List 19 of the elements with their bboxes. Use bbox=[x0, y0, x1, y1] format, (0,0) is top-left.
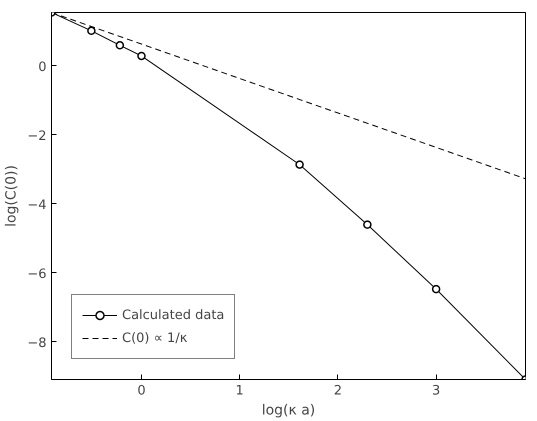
y-tick-label: 0 bbox=[38, 60, 47, 75]
point bbox=[87, 26, 96, 36]
point bbox=[295, 160, 304, 169]
y-tick-label: −4 bbox=[27, 198, 47, 213]
x-tick-label: 2 bbox=[334, 384, 342, 398]
x-tick-label: 1 bbox=[236, 384, 244, 398]
x-axis-title: log(κ a) bbox=[262, 402, 316, 418]
legend-label: Calculated data bbox=[122, 308, 224, 322]
x-tick-label: 3 bbox=[432, 384, 440, 398]
y-axis-title: log(C(0)) bbox=[3, 165, 20, 227]
point bbox=[432, 284, 440, 294]
y-tick-label: −8 bbox=[27, 336, 47, 351]
x-tick-label: 0 bbox=[137, 384, 146, 398]
y-tick-label: −6 bbox=[27, 266, 47, 282]
point bbox=[116, 41, 124, 50]
y-tick-label: −2 bbox=[27, 128, 47, 144]
legend-label: C(0) ∝ 1/κ bbox=[122, 330, 188, 346]
point bbox=[363, 220, 372, 229]
point bbox=[137, 52, 146, 60]
